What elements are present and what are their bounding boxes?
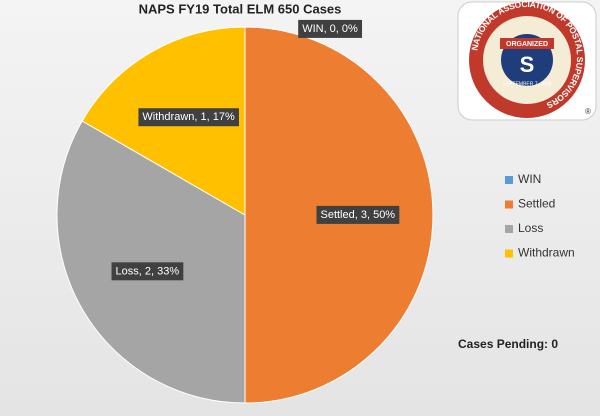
- logo-monogram: S: [520, 52, 535, 77]
- data-label: WIN, 0, 0%: [302, 23, 358, 35]
- legend-swatch: [505, 249, 513, 258]
- legend-label: Settled: [518, 197, 555, 211]
- pie-slice: [56, 120, 246, 404]
- logo-banner-text: ORGANIZED: [506, 41, 548, 48]
- data-label-group: Loss, 2, 33%: [111, 262, 184, 281]
- data-label-box: [316, 205, 400, 224]
- logo-banner: [500, 38, 554, 49]
- legend-swatch: [505, 176, 513, 184]
- data-label-group: WIN, 0, 0%: [298, 19, 363, 38]
- data-label-box: [111, 262, 184, 281]
- data-label-box: [298, 19, 363, 38]
- legend-swatch: [505, 225, 513, 233]
- data-label: Settled, 3, 50%: [320, 209, 395, 221]
- legend-label: Withdrawn: [518, 246, 575, 260]
- logo-date: SEPTEMBER 7, 1908: [503, 81, 552, 87]
- legend-label: WIN: [518, 172, 541, 186]
- data-label-group: Withdrawn, 1, 17%: [138, 108, 239, 127]
- data-label: Withdrawn, 1, 17%: [142, 111, 235, 123]
- data-label-group: Settled, 3, 50%: [316, 205, 400, 224]
- legend-swatch: [505, 200, 513, 209]
- data-label: Loss, 2, 33%: [116, 265, 180, 277]
- logo: NATIONAL ASSOCIATION OF POSTAL SUPERVISO…: [457, 0, 597, 121]
- annotation: Cases Pending: 0: [458, 337, 558, 351]
- chart-title: NAPS FY19 Total ELM 650 Cases: [139, 1, 342, 16]
- logo-registered: ®: [585, 107, 591, 116]
- data-label-box: [138, 108, 239, 127]
- legend-label: Loss: [518, 221, 543, 235]
